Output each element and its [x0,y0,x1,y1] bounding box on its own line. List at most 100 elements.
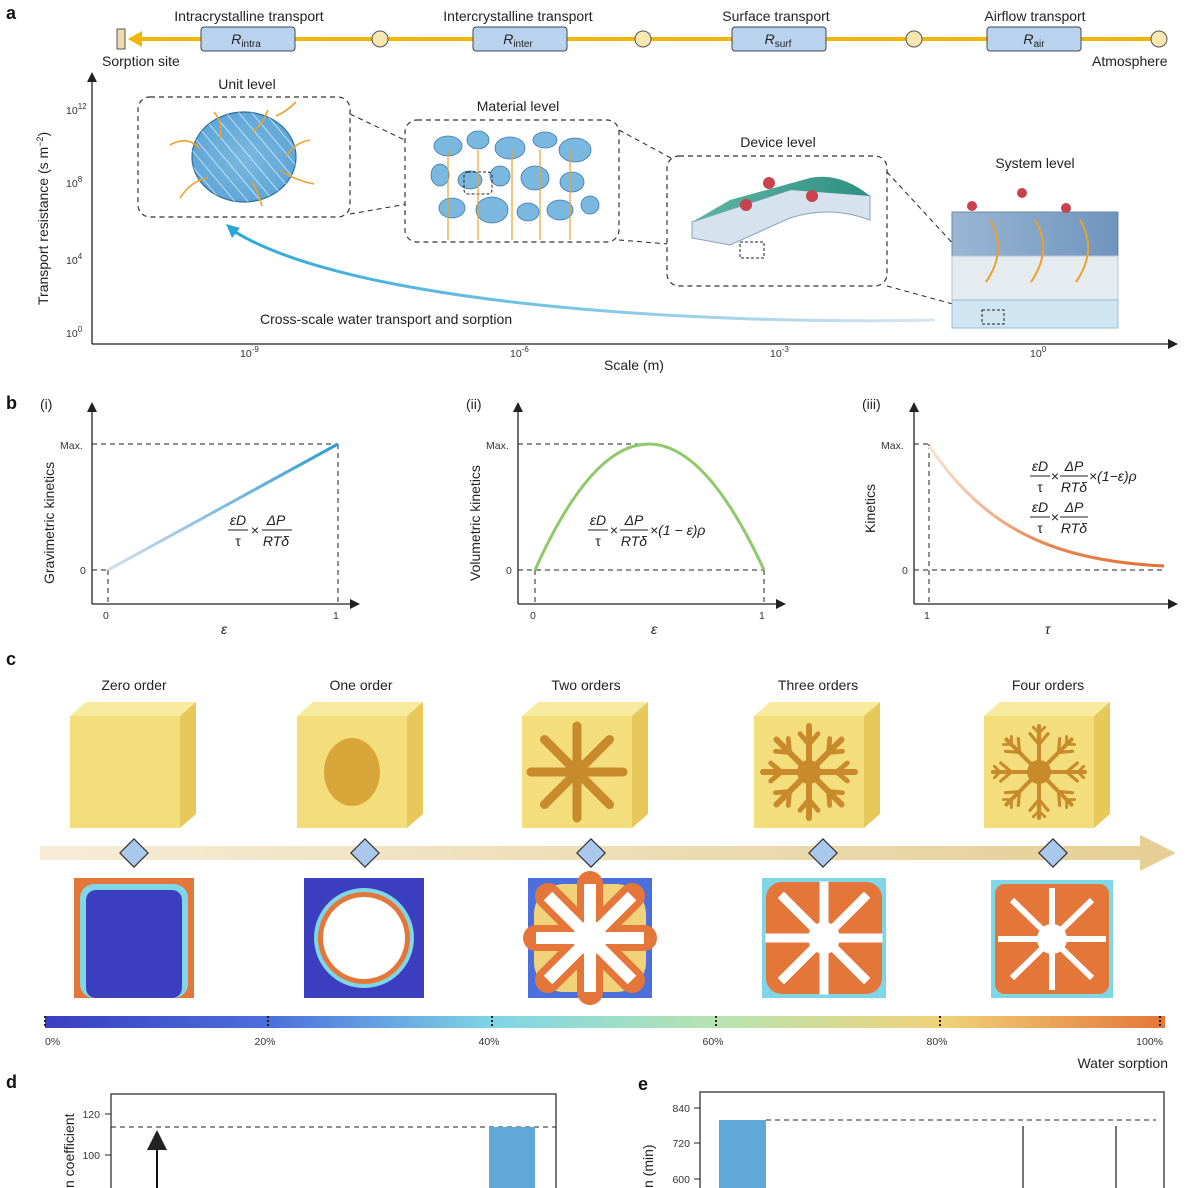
system-level: System level [951,155,1119,329]
zoom-marker [739,241,765,259]
y-axis-arrow [87,402,97,412]
x-tick: 0 [530,610,536,622]
order-label: One order [329,677,392,693]
unit-level: Unit level [137,76,351,218]
resistor-box [200,26,296,52]
map-three-orders [762,878,886,998]
zoom-marker [981,309,1005,325]
cube-center [797,760,821,784]
x-axis-arrow [1168,599,1178,609]
resistor-box [731,26,827,52]
panel-d-label: d [6,1072,17,1092]
material-level-label: Material level [477,98,559,114]
y-tick: 1012 [66,102,87,117]
y-axis-arrow [87,72,97,82]
y-tick: 100 [66,325,83,340]
colorbar-label: Water sorption [1077,1055,1168,1071]
y-tick: 100 [82,1150,100,1162]
formula-num1: εD [590,512,606,528]
max-label: Max. [881,440,904,452]
parabolic-curve [533,442,766,571]
order-marker [119,838,149,868]
system-top-panel [951,211,1119,257]
curve-label: Cross-scale water transport and sorption [260,311,512,327]
zero-label: 0 [902,565,908,577]
formula-num2: ΔP [1064,458,1084,474]
cube-top [522,702,648,716]
resistor-symbol: R [765,31,775,47]
stage-label: Intercrystalline transport [443,8,593,24]
x-axis-arrow [776,599,786,609]
resistor-box [472,26,568,52]
y-axis-label: Volumetric kinetics [467,465,483,581]
svg-text:Rinter: Rinter [503,31,533,50]
resistor-symbol: R [231,31,241,47]
resistor-subscript: intra [241,39,261,50]
curve-arrowhead [226,224,240,238]
zero-label: 0 [506,565,512,577]
x-axis-label: τ [1045,621,1051,637]
x-axis-label: ε [651,621,658,637]
flow-arrows [447,150,571,240]
x-axis-arrow [1168,339,1178,349]
zero-label: 0 [80,565,86,577]
formula-den1: τ [1037,479,1043,495]
x-tick: 1 [333,610,339,622]
decay-curve [927,445,1165,568]
x-tick: 10-3 [770,345,789,360]
chain-node [905,30,923,48]
y-axis-label: n (min) [640,1144,656,1188]
formula-times: × [610,522,618,538]
formula-num2: ΔP [624,512,644,528]
formula-num1: εD [1032,499,1048,515]
stage-label: Intracrystalline transport [174,8,324,24]
formula-tail: ×(1−ε)ρ [1089,468,1137,484]
crystal-hatch [192,112,296,202]
subpanel-tag: (ii) [466,396,482,412]
panel-b-label: b [6,393,17,413]
water-molecule [763,177,775,189]
stage-label: Surface transport [722,8,829,24]
y-axis-label: Gravimetric kinetics [41,462,57,584]
order-label: Four orders [1012,677,1084,693]
linear-curve [107,442,339,572]
formula: εD τ × ΔP RTδ ×(1 − ε)ρ [588,512,705,549]
formula-den2: RTδ [263,533,289,549]
chain-arrowhead [128,31,142,47]
cube-center [1027,760,1051,784]
resistor-subscript: inter [513,39,533,50]
y-tick: 720 [672,1138,690,1150]
water-molecule [1061,203,1071,213]
device-level-label: Device level [740,134,815,150]
colorbar-ticks: 0% 20% 40% 60% 80% 100% [44,1016,1163,1048]
formula-num1: εD [1032,458,1048,474]
atmosphere-label: Atmosphere [1092,53,1168,69]
colorbar-tick: 60% [702,1036,723,1048]
x-axis-label: ε [221,621,228,637]
bar [719,1120,766,1188]
formula-den1: τ [1037,520,1043,536]
formula: εD τ × ΔP RTδ [228,512,292,549]
colorbar-tick: 80% [926,1036,947,1048]
colorbar-tick: 40% [478,1036,499,1048]
map-pore-center [1037,924,1067,954]
y-axis-arrow [513,402,523,412]
y-tick: 108 [66,175,83,190]
formula: εD τ × ΔP RTδ ×(1−ε)ρ εD τ × ΔP RTδ [1030,458,1137,536]
cube-front [70,716,180,828]
order-marker [808,838,838,868]
subpanel-tag: (iii) [862,396,881,412]
bar [489,1127,535,1188]
sorption-site-label: Sorption site [102,53,180,69]
water-molecule [1017,188,1027,198]
x-tick: 10-9 [240,345,259,360]
map-four-orders [991,880,1113,998]
chain-node [634,30,652,48]
formula-num2: ΔP [266,512,286,528]
resistor-subscript: air [1034,39,1046,50]
cube-top [297,702,423,716]
y-tick: 104 [66,252,83,267]
water-molecule [806,190,818,202]
svg-text:Rsurf: Rsurf [765,31,792,50]
cube-side [407,702,423,828]
